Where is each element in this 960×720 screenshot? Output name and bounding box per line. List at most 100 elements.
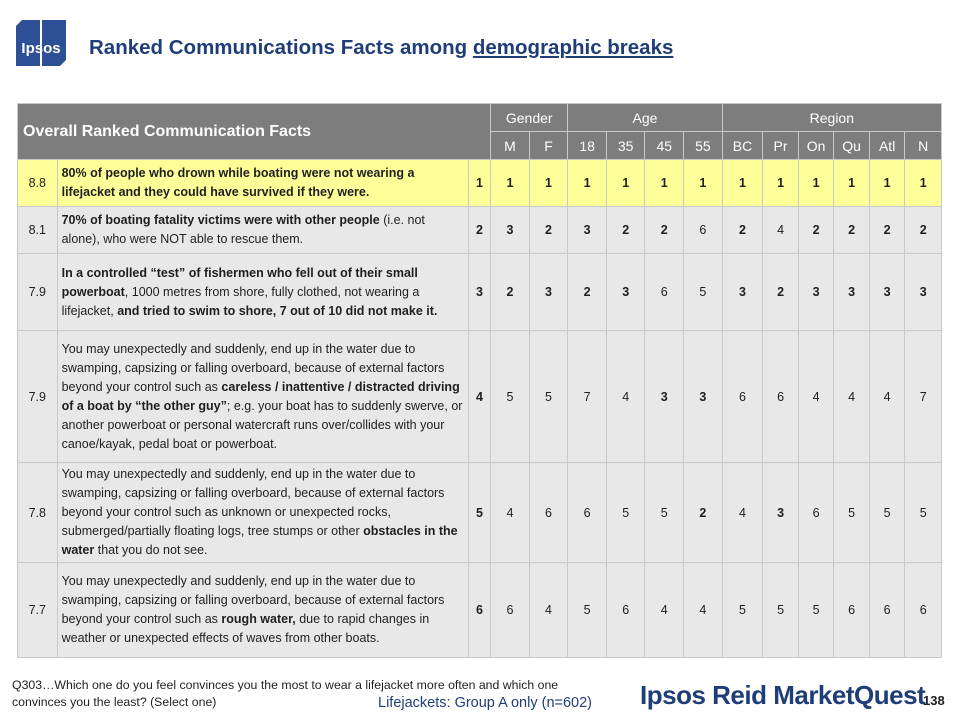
rank-cell: 1 <box>605 159 646 207</box>
rank-cell: 5 <box>605 462 646 563</box>
sample-note: Lifejackets: Group A only (n=602) <box>378 695 593 711</box>
rank-cell: 6 <box>797 462 835 563</box>
fact-score: 7.8 <box>17 462 58 563</box>
rank-cell: 3 <box>797 253 835 331</box>
rank-cell: 3 <box>683 330 723 463</box>
rank-cell: 5 <box>868 462 906 563</box>
fact-text-segment: You may unexpectedly and suddenly, end u… <box>61 574 445 626</box>
question-footnote: Q303…Which one do you feel convinces you… <box>12 678 559 709</box>
rank-cell: 1 <box>683 159 723 207</box>
column-header: On <box>797 131 835 160</box>
overall-rank: 3 <box>467 253 492 331</box>
rank-cell: 3 <box>868 253 906 331</box>
rank-cell: 5 <box>644 462 685 563</box>
table-row: 7.9 You may unexpectedly and suddenly, en… <box>17 330 942 463</box>
rank-cell: 4 <box>528 562 569 658</box>
rank-cell: 1 <box>868 159 906 207</box>
rank-cell: 7 <box>567 330 607 463</box>
fact-text-segment: In a controlled “test” of fishermen who … <box>61 265 418 299</box>
rank-cell: 6 <box>833 562 870 658</box>
rank-cell: 5 <box>833 462 870 563</box>
rank-cell: 3 <box>605 253 646 331</box>
rank-cell: 1 <box>644 159 685 207</box>
rank-cell: 1 <box>490 159 530 207</box>
rank-cell: 6 <box>721 330 764 463</box>
table-row: 8.8 80% of people who drown while boating… <box>17 159 942 207</box>
fact-text-segment: You may unexpectedly and suddenly, end u… <box>61 467 445 538</box>
column-header: 35 <box>605 131 646 160</box>
title-text: Ranked Communications Facts among <box>89 36 473 59</box>
table-row: 7.9 In a controlled “test” of fishermen w… <box>17 253 942 331</box>
rank-cell: 3 <box>490 206 530 254</box>
fact-text-segment: due to rapid changes in weather or unexp… <box>61 612 430 645</box>
fact-text-segment: that you do not see. <box>94 543 208 557</box>
fact-description: You may unexpectedly and suddenly, end u… <box>56 330 469 463</box>
table-row: 8.1 70% of boating fatality victims were … <box>17 206 942 254</box>
fact-text-segment: 80% of people who drown while boating we… <box>61 166 415 199</box>
rank-cell: 6 <box>490 562 530 658</box>
rank-cell: 2 <box>904 206 942 254</box>
rank-cell: 2 <box>605 206 646 254</box>
rank-cell: 2 <box>644 206 685 254</box>
fact-score: 7.9 <box>17 330 58 463</box>
column-header: Pr <box>762 131 799 160</box>
group-gender: Gender <box>490 103 569 132</box>
table-row: 7.8 You may unexpectedly and suddenly, en… <box>17 462 942 563</box>
rank-cell: 4 <box>605 330 646 463</box>
rank-cell: 3 <box>904 253 942 331</box>
rank-cell: 4 <box>644 562 685 658</box>
fact-score: 8.8 <box>17 159 58 207</box>
rank-cell: 6 <box>868 562 906 658</box>
rank-cell: 2 <box>567 253 607 331</box>
rank-cell: 5 <box>797 562 835 658</box>
overall-rank: 1 <box>467 159 492 207</box>
rank-cell: 3 <box>721 253 764 331</box>
column-header: 45 <box>644 131 685 160</box>
rank-cell: 4 <box>868 330 906 463</box>
fact-score: 7.9 <box>17 253 58 331</box>
fact-description: In a controlled “test” of fishermen who … <box>56 253 469 331</box>
fact-text-segment: rough water, <box>221 612 296 626</box>
overall-rank: 5 <box>467 462 492 563</box>
column-header: 18 <box>567 131 607 160</box>
rank-cell: 1 <box>762 159 799 207</box>
rank-cell: 4 <box>683 562 723 658</box>
rank-cell: 2 <box>762 253 799 331</box>
rank-cell: 5 <box>904 462 942 563</box>
fact-description: You may unexpectedly and suddenly, end u… <box>56 562 469 658</box>
rank-cell: 5 <box>762 562 799 658</box>
fact-score: 8.1 <box>17 206 58 254</box>
group-region: Region <box>721 103 943 132</box>
column-header: N <box>904 131 942 160</box>
rank-cell: 6 <box>528 462 569 563</box>
column-header: Atl <box>868 131 906 160</box>
column-header-row: M F 18 35 45 55 BC Pr On Qu Atl N <box>18 131 942 160</box>
rank-cell: 5 <box>683 253 723 331</box>
fact-description: 80% of people who drown while boating we… <box>56 159 469 207</box>
rank-cell: 3 <box>528 253 569 331</box>
rank-cell: 6 <box>605 562 646 658</box>
rank-cell: 2 <box>721 206 764 254</box>
fact-text-segment: (i.e. not alone), who were NOT able to r… <box>61 213 425 246</box>
fact-description: You may unexpectedly and suddenly, end u… <box>56 462 469 563</box>
rank-cell: 1 <box>567 159 607 207</box>
page-title: Ranked Communications Facts among demogr… <box>89 36 673 60</box>
column-header: F <box>528 131 569 160</box>
fact-text-segment: 70% of boating fatality victims were wit… <box>61 213 380 227</box>
brand-logo: Ipsos Reid MarketQuest <box>640 680 926 710</box>
rank-cell: 4 <box>721 462 764 563</box>
rank-cell: 2 <box>683 462 723 563</box>
rank-cell: 4 <box>797 330 835 463</box>
title-link[interactable]: demographic breaks <box>472 36 674 59</box>
overall-rank: 4 <box>467 330 492 463</box>
table-row: 7.7 You may unexpectedly and suddenly, en… <box>17 562 942 658</box>
rank-cell: 1 <box>721 159 764 207</box>
rank-cell: 6 <box>567 462 607 563</box>
ipsos-logo: Ipsos <box>12 18 70 68</box>
facts-table: Overall Ranked Communication Facts Gende… <box>16 103 943 658</box>
rank-cell: 4 <box>490 462 530 563</box>
fact-score: 7.7 <box>17 562 58 658</box>
page-number: 138 <box>923 693 945 708</box>
rank-cell: 3 <box>833 253 870 331</box>
rank-cell: 5 <box>490 330 530 463</box>
